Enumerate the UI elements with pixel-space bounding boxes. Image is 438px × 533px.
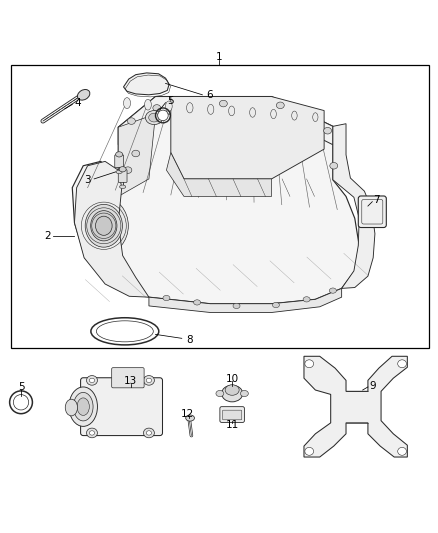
Ellipse shape bbox=[77, 398, 89, 415]
Text: 2: 2 bbox=[44, 231, 51, 241]
Ellipse shape bbox=[398, 360, 406, 368]
Ellipse shape bbox=[119, 167, 126, 172]
Ellipse shape bbox=[86, 376, 97, 385]
Ellipse shape bbox=[78, 90, 90, 100]
Ellipse shape bbox=[216, 391, 224, 397]
Polygon shape bbox=[118, 96, 333, 145]
Ellipse shape bbox=[158, 110, 168, 120]
Text: 1: 1 bbox=[215, 52, 223, 62]
Polygon shape bbox=[166, 152, 272, 197]
Ellipse shape bbox=[153, 104, 161, 111]
Ellipse shape bbox=[222, 385, 243, 402]
Ellipse shape bbox=[145, 110, 163, 125]
FancyBboxPatch shape bbox=[118, 169, 127, 182]
Polygon shape bbox=[171, 96, 324, 179]
FancyBboxPatch shape bbox=[358, 196, 386, 228]
Text: 3: 3 bbox=[84, 175, 91, 185]
Ellipse shape bbox=[166, 101, 172, 111]
Ellipse shape bbox=[91, 211, 117, 241]
Ellipse shape bbox=[313, 113, 318, 122]
Ellipse shape bbox=[292, 111, 297, 120]
Polygon shape bbox=[118, 114, 155, 197]
Ellipse shape bbox=[95, 216, 112, 236]
Ellipse shape bbox=[144, 376, 154, 385]
Ellipse shape bbox=[13, 394, 29, 410]
Ellipse shape bbox=[124, 167, 132, 173]
Ellipse shape bbox=[219, 100, 227, 107]
Text: 9: 9 bbox=[370, 381, 377, 391]
FancyBboxPatch shape bbox=[115, 155, 124, 167]
Text: 7: 7 bbox=[373, 195, 380, 205]
Text: 4: 4 bbox=[74, 98, 81, 108]
Ellipse shape bbox=[272, 302, 279, 308]
Text: 8: 8 bbox=[186, 335, 193, 345]
Text: 5: 5 bbox=[167, 96, 174, 106]
Text: 10: 10 bbox=[226, 374, 239, 384]
Text: 5: 5 bbox=[18, 382, 25, 392]
Ellipse shape bbox=[186, 415, 194, 421]
Ellipse shape bbox=[124, 98, 131, 109]
Ellipse shape bbox=[187, 103, 193, 113]
Ellipse shape bbox=[146, 431, 152, 435]
Ellipse shape bbox=[89, 431, 95, 435]
Ellipse shape bbox=[69, 387, 97, 426]
Ellipse shape bbox=[330, 163, 338, 169]
Ellipse shape bbox=[116, 170, 122, 174]
Polygon shape bbox=[304, 356, 407, 457]
Ellipse shape bbox=[79, 198, 128, 254]
Text: 12: 12 bbox=[181, 409, 194, 419]
Ellipse shape bbox=[271, 109, 276, 119]
Text: 6: 6 bbox=[206, 90, 213, 100]
Ellipse shape bbox=[194, 300, 201, 305]
Ellipse shape bbox=[324, 127, 332, 134]
Ellipse shape bbox=[120, 185, 126, 189]
Ellipse shape bbox=[89, 378, 95, 383]
FancyBboxPatch shape bbox=[81, 378, 162, 435]
Text: 11: 11 bbox=[226, 420, 239, 430]
Ellipse shape bbox=[229, 106, 235, 116]
Ellipse shape bbox=[116, 152, 123, 157]
Ellipse shape bbox=[96, 321, 153, 342]
Polygon shape bbox=[149, 288, 342, 312]
Ellipse shape bbox=[86, 428, 97, 438]
Bar bbox=[11, 65, 429, 348]
FancyBboxPatch shape bbox=[112, 368, 144, 388]
Polygon shape bbox=[74, 161, 149, 297]
Ellipse shape bbox=[144, 428, 154, 438]
Ellipse shape bbox=[73, 392, 93, 421]
Ellipse shape bbox=[240, 391, 248, 397]
Ellipse shape bbox=[305, 360, 314, 368]
Polygon shape bbox=[124, 73, 169, 95]
Polygon shape bbox=[72, 96, 359, 304]
Ellipse shape bbox=[276, 102, 284, 109]
Ellipse shape bbox=[163, 295, 170, 301]
FancyBboxPatch shape bbox=[220, 407, 244, 423]
Ellipse shape bbox=[132, 150, 140, 157]
Ellipse shape bbox=[233, 303, 240, 309]
Ellipse shape bbox=[85, 204, 122, 247]
Ellipse shape bbox=[148, 113, 159, 122]
Ellipse shape bbox=[145, 99, 152, 110]
Ellipse shape bbox=[305, 447, 314, 455]
Ellipse shape bbox=[146, 378, 152, 383]
Ellipse shape bbox=[250, 108, 255, 117]
Ellipse shape bbox=[398, 447, 406, 455]
Ellipse shape bbox=[208, 104, 214, 115]
Polygon shape bbox=[333, 124, 375, 288]
Ellipse shape bbox=[303, 297, 310, 302]
Ellipse shape bbox=[127, 118, 135, 124]
Ellipse shape bbox=[65, 399, 78, 416]
Ellipse shape bbox=[225, 385, 239, 395]
FancyBboxPatch shape bbox=[223, 410, 242, 420]
Text: 13: 13 bbox=[124, 376, 137, 386]
Ellipse shape bbox=[329, 288, 336, 293]
